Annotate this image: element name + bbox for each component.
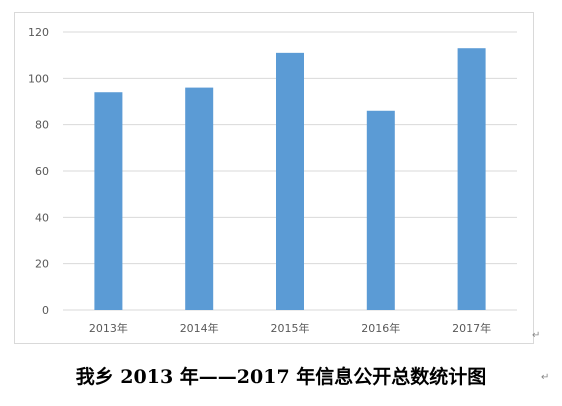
x-tick-label: 2017年 — [452, 321, 491, 335]
x-tick-label: 2015年 — [271, 321, 310, 335]
chart-caption: 我乡 2013 年——2017 年信息公开总数统计图 — [75, 366, 487, 388]
bar — [185, 87, 214, 310]
y-tick-label: 60 — [35, 165, 49, 178]
paragraph-mark-icon: ↵ — [541, 372, 550, 383]
bar — [276, 52, 304, 310]
y-tick-label: 0 — [42, 304, 49, 317]
y-tick-label: 20 — [35, 258, 49, 271]
bar-chart: 0 20 40 60 80 100 120 2013年 2014年 2015年 2016年 2017年 — [28, 26, 517, 335]
paragraph-mark-icon: ↵ — [532, 330, 541, 341]
bar — [94, 92, 123, 310]
chart-container: 0 20 40 60 80 100 120 2013年 2014年 2015年 2016年 2017年 — [14, 12, 534, 344]
y-tick-label: 40 — [35, 211, 49, 224]
y-tick-label: 120 — [28, 26, 49, 39]
y-tick-label: 100 — [28, 72, 49, 85]
bar — [457, 48, 486, 310]
x-tick-label: 2014年 — [180, 321, 219, 335]
x-tick-label: 2013年 — [89, 321, 128, 335]
y-tick-label: 80 — [35, 119, 49, 132]
bar — [366, 110, 395, 311]
x-tick-label: 2016年 — [361, 321, 400, 335]
